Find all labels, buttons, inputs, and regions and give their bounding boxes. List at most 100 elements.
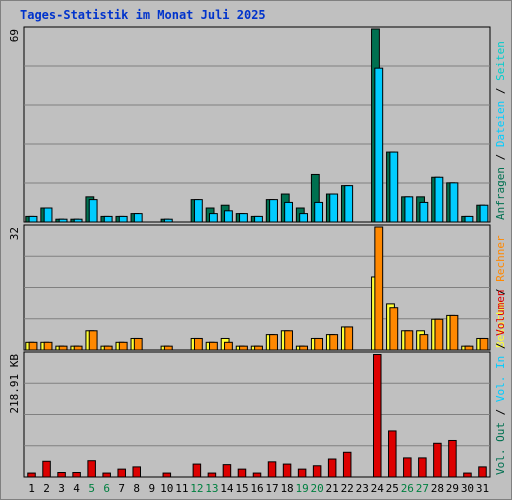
- legend-item-seiten: Seiten: [494, 41, 507, 81]
- bar-visits-rechner-day-27: [419, 334, 429, 351]
- legend-group-hits: Anfragen / Dateien / Seiten: [494, 41, 507, 220]
- bar-visits-rechner-day-28: [434, 318, 444, 351]
- bar-visits-rechner-day-24: [374, 226, 384, 351]
- bar-volume-volumen-day-31: [478, 466, 487, 478]
- x-tick-label-day-26: 26: [401, 482, 414, 495]
- x-tick-label-day-19: 19: [295, 482, 308, 495]
- bar-volume-volumen-day-2: [42, 460, 51, 478]
- bar-volume-volumen-day-24: [373, 354, 382, 478]
- bar-hits-dateien-day-19: [299, 213, 309, 223]
- bar-visits-rechner-day-25: [389, 307, 399, 351]
- x-tick-label-day-8: 8: [133, 482, 140, 495]
- legend-separator: /: [494, 147, 507, 167]
- bar-visits-rechner-day-13: [209, 341, 218, 351]
- bar-visits-rechner-day-21: [329, 334, 339, 351]
- legend-group-volume: Vol. Out / Vol. In / Volumen: [494, 290, 507, 475]
- bar-visits-rechner-day-31: [479, 337, 489, 351]
- y-max-label-volume: 218.91 KB: [8, 354, 21, 414]
- bar-volume-volumen-day-5: [87, 460, 96, 478]
- bar-hits-dateien-day-22: [344, 185, 354, 223]
- x-tick-label-day-30: 30: [461, 482, 474, 495]
- bar-volume-volumen-day-28: [433, 442, 442, 478]
- x-tick-label-day-23: 23: [356, 482, 369, 495]
- bar-hits-dateien-day-8: [133, 213, 143, 223]
- bar-hits-dateien-day-27: [419, 201, 429, 223]
- bar-hits-dateien-day-30: [464, 215, 474, 223]
- bar-volume-volumen-day-29: [448, 439, 457, 478]
- bar-volume-volumen-day-12: [192, 463, 202, 478]
- x-tick-label-day-9: 9: [148, 482, 155, 495]
- legend-item-volumen: Volumen: [494, 290, 507, 336]
- bar-visits-rechner-day-22: [344, 326, 354, 351]
- bar-hits-dateien-day-18: [284, 201, 293, 223]
- bar-hits-dateien-day-12: [193, 199, 203, 223]
- bar-volume-volumen-day-13: [207, 472, 217, 478]
- bar-hits-dateien-day-5: [88, 199, 98, 223]
- bar-visits-rechner-day-2: [43, 341, 53, 351]
- bar-hits-dateien-day-24: [374, 67, 384, 223]
- bar-visits-rechner-day-16: [254, 345, 263, 351]
- bar-hits-dateien-day-15: [239, 213, 248, 223]
- bar-hits-dateien-day-1: [28, 215, 38, 223]
- legend-item-anfragen: Anfragen: [494, 167, 507, 220]
- bar-visits-rechner-day-29: [449, 314, 459, 351]
- bar-volume-volumen-day-22: [342, 451, 352, 478]
- bar-volume-volumen-day-18: [282, 463, 292, 478]
- x-tick-label-day-21: 21: [326, 482, 339, 495]
- chart-title: Tages-Statistik im Monat Juli 2025: [20, 6, 266, 24]
- bar-volume-volumen-day-16: [252, 472, 262, 478]
- bar-volume-volumen-day-26: [403, 457, 412, 478]
- bar-visits-rechner-day-15: [239, 345, 248, 351]
- bar-volume-volumen-day-30: [463, 472, 472, 478]
- bar-hits-dateien-day-26: [404, 196, 414, 223]
- bar-hits-dateien-day-17: [269, 199, 278, 223]
- bar-visits-rechner-day-26: [404, 330, 414, 351]
- bar-hits-dateien-day-28: [434, 176, 444, 223]
- bar-hits-dateien-day-7: [118, 215, 128, 223]
- x-tick-label-day-20: 20: [311, 482, 324, 495]
- bar-visits-rechner-day-19: [299, 345, 309, 351]
- x-tick-label-day-7: 7: [118, 482, 125, 495]
- legend-item-besuche: Besuche: [494, 302, 507, 348]
- bar-volume-volumen-day-3: [57, 472, 66, 478]
- legend-item-vol-in: Vol. In: [494, 356, 507, 402]
- x-tick-label-day-14: 14: [220, 482, 234, 495]
- bar-visits-rechner-day-1: [28, 341, 38, 351]
- y-max-label-hits: 69: [8, 29, 21, 42]
- bar-volume-volumen-day-1: [27, 472, 36, 478]
- x-tick-label-day-24: 24: [371, 482, 385, 495]
- legend-group-visits: Besuche / Rechner: [494, 235, 507, 348]
- bar-visits-rechner-day-4: [73, 345, 83, 351]
- bar-visits-rechner-day-18: [284, 330, 293, 351]
- legend-item-vol-out: Vol. Out: [494, 422, 507, 475]
- x-tick-label-day-13: 13: [205, 482, 218, 495]
- x-tick-label-day-28: 28: [431, 482, 444, 495]
- bar-volume-volumen-day-21: [327, 458, 337, 478]
- bar-volume-volumen-day-17: [267, 461, 277, 478]
- bar-visits-rechner-day-5: [88, 330, 98, 351]
- bar-hits-dateien-day-29: [449, 182, 459, 223]
- bar-visits-rechner-day-14: [224, 341, 233, 351]
- x-tick-label-day-29: 29: [446, 482, 459, 495]
- x-tick-label-day-25: 25: [386, 482, 399, 495]
- x-tick-label-day-1: 1: [28, 482, 35, 495]
- x-tick-label-day-10: 10: [160, 482, 173, 495]
- bar-volume-volumen-day-7: [117, 468, 126, 478]
- bar-volume-volumen-day-27: [418, 457, 427, 478]
- x-tick-label-day-22: 22: [341, 482, 354, 495]
- bar-hits-dateien-day-2: [43, 207, 53, 223]
- bar-hits-dateien-day-4: [73, 218, 83, 223]
- bar-hits-dateien-day-13: [209, 213, 218, 223]
- bar-hits-dateien-day-3: [58, 218, 68, 223]
- bar-visits-rechner-day-7: [118, 341, 128, 351]
- chart-title-text: Tages-Statistik im Monat Juli 2025: [20, 8, 266, 22]
- bar-visits-rechner-day-30: [464, 345, 474, 351]
- bar-visits-rechner-day-6: [103, 345, 113, 351]
- legend-separator: /: [494, 336, 507, 356]
- bar-hits-dateien-day-6: [103, 215, 113, 223]
- bar-volume-volumen-day-14: [222, 464, 232, 478]
- x-tick-label-day-31: 31: [476, 482, 489, 495]
- bar-volume-volumen-day-25: [388, 430, 397, 478]
